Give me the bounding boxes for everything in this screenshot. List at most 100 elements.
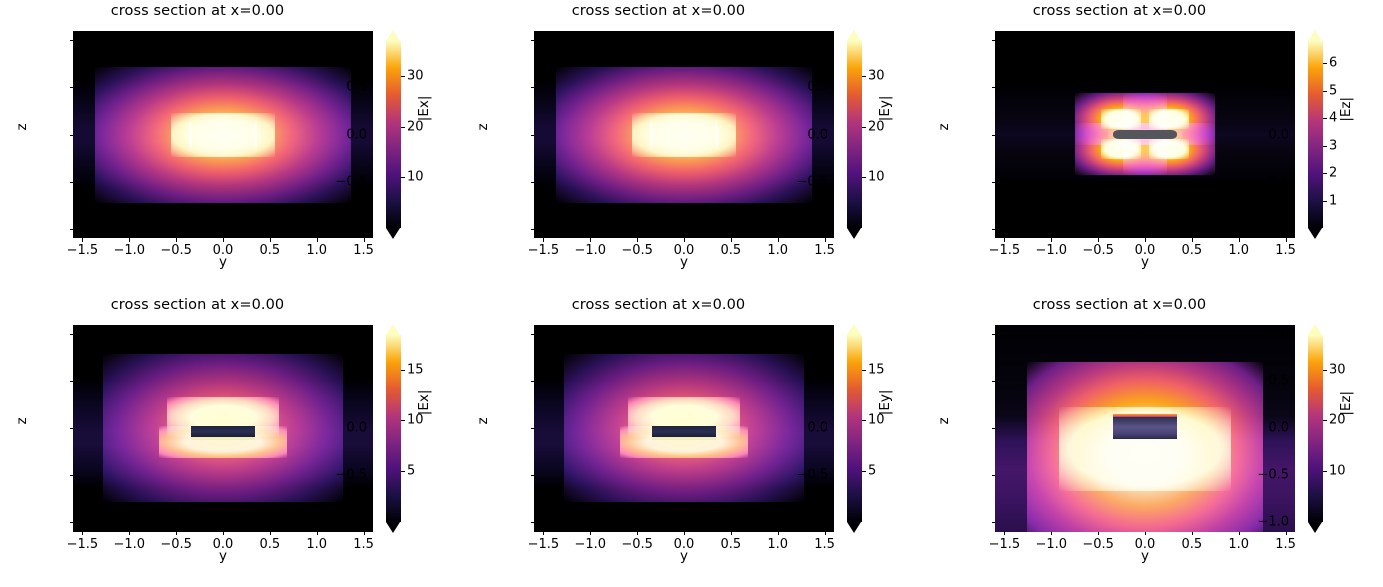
colorbar-extend-max-arrow bbox=[1308, 323, 1322, 335]
colorbar-tick bbox=[862, 76, 866, 78]
y-tick bbox=[991, 380, 995, 382]
y-tick bbox=[69, 380, 73, 382]
heatmap-axes bbox=[73, 324, 373, 532]
heatmap-axes bbox=[995, 324, 1295, 532]
colorbar-tick-label: 5 bbox=[407, 463, 416, 479]
x-tick-label: −1.0 bbox=[113, 243, 146, 258]
colorbar-tick bbox=[1323, 470, 1327, 472]
colorbar: 10 20 30 bbox=[847, 30, 885, 239]
colorbar-extend-min-arrow bbox=[1308, 228, 1322, 239]
axes-decorations: −1.5 −1.0 −0.5 0.0 0.5 1.0 1.5 −1.0 −0.5 0.0 0.5 1.… bbox=[67, 31, 374, 258]
y-tick bbox=[530, 522, 534, 524]
field-rect bbox=[1112, 417, 1178, 439]
colorbar-tick-label: 30 bbox=[407, 68, 424, 84]
x-tick bbox=[543, 531, 545, 535]
x-tick-label: −1.0 bbox=[1035, 243, 1068, 258]
y-tick-label: 1.0 bbox=[1268, 326, 1289, 342]
colorbar: 1 2 3 4 5 6 bbox=[1308, 30, 1337, 239]
colorbar-gradient bbox=[1308, 41, 1323, 228]
x-tick-label: 0.5 bbox=[1181, 536, 1203, 552]
x-tick-label: −1.5 bbox=[66, 243, 99, 258]
field-edge-line bbox=[188, 118, 192, 151]
panel-title: cross section at x=0.00 bbox=[571, 296, 746, 313]
colorbar-gradient bbox=[386, 334, 401, 522]
field-blob bbox=[632, 112, 736, 157]
x-axis-label: y bbox=[219, 547, 227, 564]
y-tick-label: −0.5 bbox=[1257, 467, 1289, 483]
panel-title: cross section at x=0.00 bbox=[1032, 296, 1207, 313]
y-tick-label: 0.0 bbox=[346, 420, 367, 436]
x-tick bbox=[363, 531, 365, 535]
colorbar-extend-min-arrow bbox=[386, 521, 400, 533]
y-tick-label: −0.5 bbox=[1257, 174, 1289, 190]
field-rect bbox=[651, 437, 717, 440]
y-tick-label: 1.0 bbox=[807, 326, 828, 342]
y-tick bbox=[69, 134, 73, 136]
field-rect bbox=[190, 426, 256, 439]
colorbar-tick-label: 10 bbox=[868, 169, 885, 185]
colorbar-tick-label: 20 bbox=[1329, 412, 1346, 428]
colorbar-tick bbox=[1323, 90, 1327, 92]
y-tick bbox=[530, 87, 534, 89]
panel-panel-r1c1: cross section at x=0.00 −1.5 −1.0 −0.5 0.0 0.… bbox=[0, 0, 461, 294]
colorbar-tick bbox=[1323, 145, 1327, 147]
colorbar-tick bbox=[1323, 173, 1327, 174]
x-tick bbox=[684, 238, 685, 242]
field-rect bbox=[651, 426, 717, 439]
x-tick bbox=[223, 531, 224, 535]
x-tick-label: 1.0 bbox=[306, 243, 328, 258]
x-tick bbox=[269, 238, 271, 242]
colorbar-tick bbox=[1323, 118, 1327, 119]
y-axis-label: z bbox=[936, 123, 952, 131]
colorbar-tick bbox=[1323, 420, 1327, 422]
x-tick-label: −1.5 bbox=[66, 536, 99, 552]
x-tick bbox=[1145, 238, 1146, 242]
y-tick-label: 0.5 bbox=[1268, 79, 1289, 95]
y-tick-label: −0.5 bbox=[335, 467, 367, 483]
colorbar-tick bbox=[401, 76, 405, 78]
x-tick bbox=[637, 238, 639, 242]
colorbar-tick-label: 2 bbox=[1329, 165, 1338, 181]
colorbar-tick-label: 30 bbox=[868, 68, 885, 84]
x-tick-label: −0.5 bbox=[621, 536, 653, 552]
field-blob bbox=[1149, 138, 1190, 159]
colorbar-label: |Ez| bbox=[1338, 96, 1354, 122]
field-edge-line bbox=[715, 118, 719, 151]
colorbar: 10 20 30 bbox=[386, 30, 424, 239]
y-tick-label: −1.0 bbox=[796, 221, 828, 237]
x-axis-label: y bbox=[680, 254, 688, 270]
x-tick-label: −0.5 bbox=[1082, 243, 1114, 258]
y-tick bbox=[991, 87, 995, 89]
x-tick-label: 0.0 bbox=[212, 536, 234, 552]
y-tick-label: −0.5 bbox=[796, 174, 828, 190]
y-tick bbox=[530, 228, 534, 230]
x-tick-label: −1.5 bbox=[988, 536, 1021, 552]
colorbar-tick-label: 30 bbox=[1329, 362, 1346, 378]
y-axis-label: z bbox=[14, 416, 30, 424]
colorbar-extend-max-arrow bbox=[847, 323, 861, 335]
x-tick-label: −0.5 bbox=[160, 243, 192, 258]
x-tick-label: 1.5 bbox=[1275, 536, 1296, 552]
x-tick bbox=[1098, 531, 1100, 535]
x-axis-label: y bbox=[1141, 254, 1149, 270]
x-tick-label: 0.5 bbox=[1181, 243, 1203, 258]
x-tick bbox=[777, 531, 779, 535]
panel-title: cross section at x=0.00 bbox=[571, 3, 746, 19]
y-tick bbox=[991, 428, 995, 429]
colorbar-tick-label: 10 bbox=[407, 412, 424, 428]
field-rect bbox=[1112, 438, 1178, 441]
colorbar-extend-max-arrow bbox=[386, 323, 400, 335]
panel-panel-r1c2: cross section at x=0.00 −1.5 −1.0 −0.5 0.0 0.… bbox=[461, 0, 922, 294]
x-tick-label: 0.0 bbox=[1134, 243, 1156, 258]
colorbar-extend-min-arrow bbox=[847, 228, 861, 239]
y-tick-label: −1.0 bbox=[335, 514, 367, 530]
y-tick-label: 0.5 bbox=[346, 79, 367, 95]
x-tick-label: 0.0 bbox=[1134, 536, 1156, 552]
colorbar-tick-label: 5 bbox=[1329, 83, 1338, 98]
x-tick bbox=[1051, 531, 1053, 535]
colorbar-tick-label: 15 bbox=[407, 362, 424, 378]
colorbar-tick bbox=[401, 470, 405, 472]
colorbar-tick bbox=[862, 177, 866, 179]
colorbar-tick bbox=[401, 177, 405, 179]
x-tick-label: 1.5 bbox=[353, 536, 374, 552]
